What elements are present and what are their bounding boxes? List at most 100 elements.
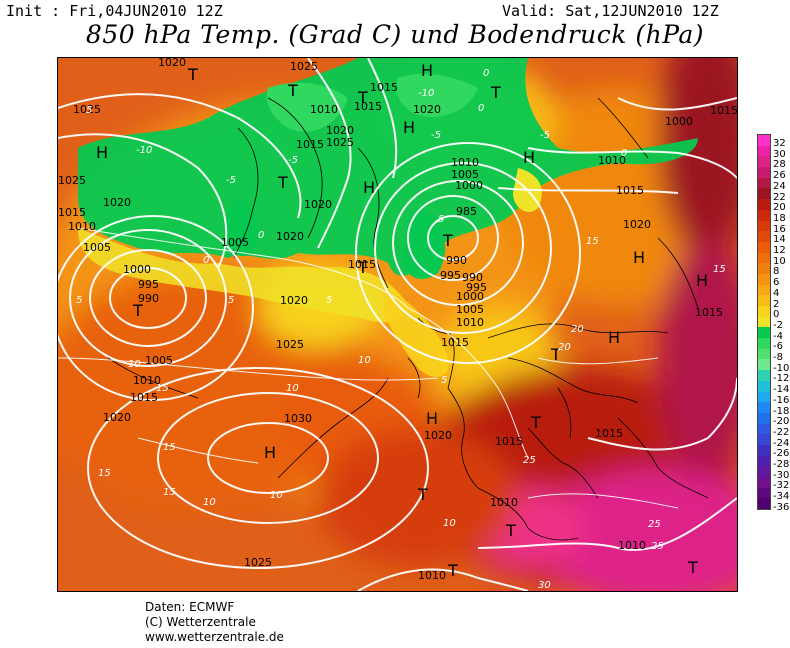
scale-tick-label: 6 [773,277,780,289]
svg-text:-5: -5 [540,130,550,141]
scale-swatch [758,316,770,328]
temperature-color-scale [757,134,771,511]
svg-text:1010: 1010 [451,156,479,169]
low-pressure-center: T [442,231,453,250]
svg-text:1010: 1010 [490,496,518,509]
svg-text:1015: 1015 [695,306,723,319]
high-pressure-center: H [696,271,708,290]
svg-text:0: 0 [203,255,209,266]
svg-text:1025: 1025 [73,103,101,116]
scale-tick-label: -36 [773,501,790,513]
svg-text:1005: 1005 [221,236,249,249]
weather-map: H T T T H H T H H T T T H H T H T H T H … [57,57,738,592]
svg-text:0: 0 [483,68,489,79]
scale-tick-label: -26 [773,448,790,460]
svg-text:1020: 1020 [326,124,354,137]
footer-credits: Daten: ECMWF (C) Wetterzentrale www.wett… [145,600,284,645]
low-pressure-center: T [357,88,368,107]
svg-text:5: 5 [76,295,82,306]
high-pressure-center: H [523,148,535,167]
svg-text:20: 20 [571,324,584,335]
svg-text:1000: 1000 [123,263,151,276]
svg-text:1020: 1020 [158,58,186,69]
scale-swatch [758,188,770,200]
scale-swatch [758,487,770,499]
svg-text:1015: 1015 [710,104,737,117]
svg-text:990: 990 [138,292,159,305]
svg-text:1015: 1015 [354,100,382,113]
scale-tick-label: -2 [773,319,783,331]
scale-swatch [758,284,770,296]
high-pressure-center: H [421,61,433,80]
valid-time: Valid: Sat,12JUN2010 12Z [502,2,719,20]
svg-text:15: 15 [163,442,176,453]
svg-text:1010: 1010 [133,374,161,387]
svg-text:-5: -5 [431,130,441,141]
scale-swatch [758,477,770,488]
scale-swatch [758,348,770,360]
scale-tick-label: -8 [773,352,783,363]
svg-text:5: 5 [441,375,447,386]
scale-tick-label: 24 [773,180,786,192]
scale-swatch [758,380,770,392]
svg-text:1015: 1015 [130,391,158,404]
svg-text:10: 10 [286,383,299,394]
scale-tick-label: -32 [773,480,790,492]
scale-swatch [758,434,770,445]
scale-tick-label: -24 [773,437,790,449]
scale-swatch [758,167,770,178]
scale-swatch [758,306,770,317]
svg-text:1010: 1010 [418,569,446,582]
svg-text:10: 10 [358,355,371,366]
svg-text:1010: 1010 [618,539,646,552]
svg-text:1005: 1005 [451,168,479,181]
scale-swatch [758,135,770,146]
svg-text:5: 5 [438,214,444,225]
svg-text:15: 15 [163,487,176,498]
svg-text:1025: 1025 [244,556,272,569]
low-pressure-center: T [287,81,298,100]
scale-swatch [758,338,770,349]
svg-text:1005: 1005 [456,303,484,316]
svg-text:1015: 1015 [595,427,623,440]
svg-text:1010: 1010 [68,220,96,233]
scale-tick-label: 0 [773,309,780,321]
svg-text:25: 25 [523,455,536,466]
scale-tick-label: -18 [773,405,790,417]
svg-text:1030: 1030 [284,412,312,425]
svg-text:5: 5 [326,295,332,306]
scale-swatch [758,209,770,221]
svg-text:995: 995 [440,269,461,282]
scale-tick-label: 8 [773,266,780,278]
svg-text:5: 5 [86,105,92,116]
low-pressure-center: T [550,345,561,364]
scale-tick-label: 22 [773,191,786,203]
svg-text:1015: 1015 [348,258,376,271]
low-pressure-center: T [132,301,143,320]
svg-text:1020: 1020 [304,198,332,211]
svg-text:30: 30 [538,580,551,591]
svg-text:0: 0 [258,230,264,241]
svg-text:990: 990 [462,271,483,284]
scale-tick-label: -12 [773,373,790,385]
svg-text:0: 0 [621,148,627,159]
svg-text:20: 20 [558,342,571,353]
low-pressure-center: T [357,258,368,277]
low-pressure-center: T [187,65,198,84]
svg-text:15: 15 [98,468,111,479]
scale-swatch [758,295,770,306]
scale-swatch [758,391,770,403]
copyright: (C) Wetterzentrale [145,615,256,629]
svg-text:990: 990 [446,254,467,267]
scale-tick-label: 16 [773,223,786,235]
scale-swatch [758,466,770,477]
svg-text:1020: 1020 [424,429,452,442]
high-pressure-center: H [633,248,645,267]
scale-swatch [758,370,770,381]
scale-tick-label: -20 [773,416,790,428]
high-pressure-center: H [96,143,108,162]
svg-text:1015: 1015 [58,206,86,219]
scale-tick-label: -14 [773,384,790,396]
scale-swatch [758,156,770,168]
scale-swatch [758,177,770,189]
